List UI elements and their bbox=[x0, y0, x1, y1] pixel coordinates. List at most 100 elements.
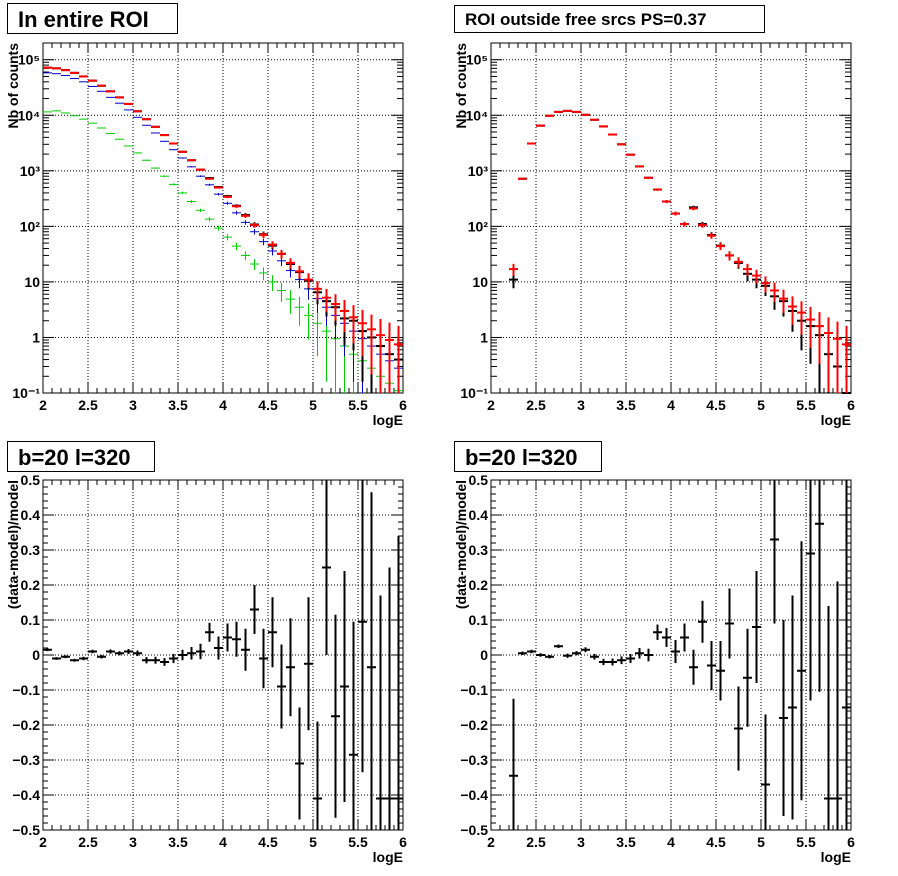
x-tick-label: 2.5 bbox=[526, 834, 546, 850]
data-point bbox=[250, 259, 259, 270]
x-tick-label: 3.5 bbox=[616, 397, 636, 413]
data-point bbox=[743, 263, 752, 276]
data-point bbox=[725, 251, 734, 261]
data-point bbox=[752, 571, 761, 683]
data-point bbox=[590, 118, 599, 121]
y-tick-label: 10³ bbox=[20, 163, 41, 179]
x-tick-label: 2 bbox=[39, 834, 47, 850]
data-point bbox=[509, 698, 518, 830]
data-point bbox=[151, 125, 160, 128]
data-point bbox=[205, 177, 214, 180]
x-tick-label: 4.5 bbox=[258, 397, 278, 413]
data-point bbox=[599, 125, 608, 128]
data-point bbox=[815, 312, 824, 364]
data-point bbox=[349, 621, 358, 830]
data-point bbox=[259, 238, 268, 246]
data-point bbox=[680, 221, 689, 227]
y-tick-label: −0.5 bbox=[460, 822, 488, 838]
data-point bbox=[833, 581, 842, 830]
data-point bbox=[241, 213, 250, 218]
data-point bbox=[680, 623, 689, 652]
data-point bbox=[572, 651, 581, 656]
x-tick-label: 5 bbox=[309, 834, 317, 850]
y-tick-label: −0.3 bbox=[460, 752, 488, 768]
data-point bbox=[286, 290, 295, 314]
data-point bbox=[250, 222, 259, 228]
data-point bbox=[187, 646, 196, 660]
data-point bbox=[590, 653, 599, 660]
x-tick-label: 4.5 bbox=[258, 834, 278, 850]
data-point bbox=[797, 301, 806, 335]
data-point bbox=[295, 296, 304, 326]
data-point bbox=[367, 314, 376, 375]
data-point bbox=[196, 208, 205, 213]
data-point bbox=[205, 183, 214, 186]
data-point bbox=[734, 686, 743, 771]
y-tick-label: 10² bbox=[20, 218, 41, 234]
data-point bbox=[277, 282, 286, 302]
x-axis-label: logE bbox=[373, 412, 403, 428]
pad-1-title: In entire ROI bbox=[7, 3, 178, 34]
data-point bbox=[88, 649, 97, 654]
data-point bbox=[214, 636, 223, 660]
data-point bbox=[824, 606, 833, 830]
data-point bbox=[79, 118, 88, 120]
data-point bbox=[241, 628, 250, 671]
data-point bbox=[788, 595, 797, 820]
y-tick-label: 0.1 bbox=[469, 612, 489, 628]
data-point bbox=[250, 585, 259, 634]
y-tick-label: 0 bbox=[32, 647, 40, 663]
x-tick-label: 6 bbox=[399, 834, 407, 850]
data-point bbox=[133, 650, 142, 657]
y-tick-label: 10⁴ bbox=[466, 107, 489, 123]
x-tick-label: 5.5 bbox=[796, 397, 816, 413]
series-000000 bbox=[43, 66, 403, 393]
data-point bbox=[833, 321, 842, 393]
data-point bbox=[169, 653, 178, 664]
data-point bbox=[635, 165, 644, 168]
data-point bbox=[250, 229, 259, 235]
data-point bbox=[178, 191, 187, 195]
series-000000 bbox=[509, 109, 851, 394]
y-axis-label: Nb of counts bbox=[5, 43, 21, 129]
x-tick-label: 3 bbox=[577, 397, 585, 413]
data-point bbox=[536, 653, 545, 657]
data-point bbox=[734, 257, 743, 268]
data-point bbox=[626, 153, 635, 156]
data-point bbox=[160, 175, 169, 178]
data-point bbox=[160, 658, 169, 666]
data-point bbox=[205, 622, 214, 642]
data-point bbox=[214, 186, 223, 189]
data-point bbox=[824, 317, 833, 392]
data-point bbox=[268, 241, 277, 249]
data-point bbox=[376, 595, 385, 830]
data-point bbox=[536, 124, 545, 127]
data-point bbox=[563, 653, 572, 658]
series-ff0000 bbox=[43, 66, 403, 393]
x-axis-label: logE bbox=[821, 849, 851, 865]
data-point bbox=[509, 263, 518, 276]
x-tick-label: 4 bbox=[667, 397, 675, 413]
data-point bbox=[169, 142, 178, 145]
series-00cc00 bbox=[43, 110, 403, 393]
data-point bbox=[223, 623, 232, 652]
x-axis-label: logE bbox=[821, 412, 851, 428]
y-tick-label: −0.1 bbox=[460, 682, 488, 698]
data-point bbox=[806, 306, 815, 348]
x-tick-label: 4 bbox=[219, 397, 227, 413]
data-point bbox=[599, 658, 608, 666]
data-point bbox=[331, 294, 340, 321]
y-tick-label: 1 bbox=[32, 329, 40, 345]
data-point bbox=[277, 644, 286, 729]
data-point bbox=[689, 206, 698, 211]
x-tick-label: 3.5 bbox=[616, 834, 636, 850]
y-tick-label: −0.2 bbox=[12, 717, 40, 733]
data-point bbox=[196, 643, 205, 660]
pad-2: 2 2.5 3 3.5 4 4.5 5 5.5 6 10⁻¹ 1 10 10² 10³ 10⁴ 10⁵ logE… bbox=[453, 42, 855, 428]
data-point bbox=[124, 145, 133, 147]
data-point bbox=[752, 269, 761, 284]
y-axis-label: Nb of counts bbox=[453, 43, 469, 129]
data-point bbox=[286, 258, 295, 269]
data-point bbox=[322, 480, 331, 655]
x-tick-label: 4.5 bbox=[706, 834, 726, 850]
